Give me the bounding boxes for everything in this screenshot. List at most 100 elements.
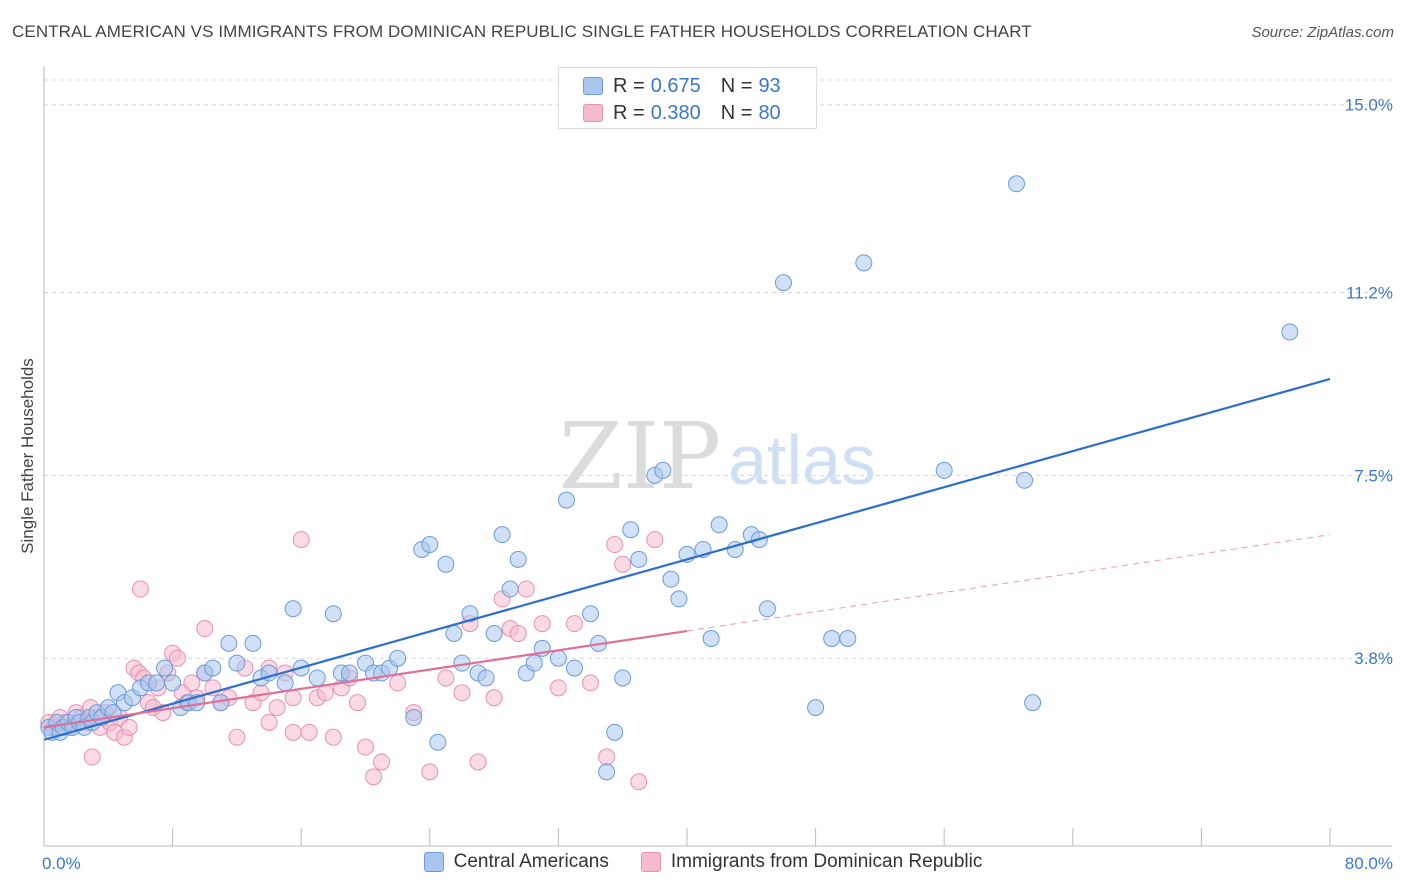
data-point-dominican [284, 723, 302, 741]
data-point-dominican [646, 531, 664, 549]
data-point-central-american [807, 699, 825, 717]
blue-swatch [423, 852, 444, 872]
data-point-dominican [598, 748, 616, 766]
data-point-dominican [565, 615, 583, 633]
legend-label: Central Americans [453, 851, 609, 872]
data-point-central-american [549, 649, 567, 667]
data-point-dominican [630, 773, 648, 791]
data-point-central-american [582, 605, 600, 623]
data-point-central-american [670, 590, 688, 608]
data-point-central-american [823, 629, 841, 647]
n-label: N = [720, 101, 753, 124]
data-point-dominican [292, 531, 310, 549]
data-point-central-american [204, 659, 222, 677]
data-point-dominican [284, 689, 302, 707]
data-point-dominican [268, 699, 286, 717]
data-point-central-american [445, 624, 463, 642]
data-point-dominican [469, 753, 487, 771]
data-point-central-american [662, 570, 680, 588]
data-point-dominican [389, 674, 407, 692]
data-point-dominican [614, 555, 632, 573]
data-point-central-american [405, 709, 423, 727]
y-tick-label: 11.2% [1346, 284, 1393, 303]
stats-row-central-americans: R = 0.675 N = 93 [583, 73, 781, 99]
data-point-central-american [421, 536, 439, 554]
y-tick-label: 3.8% [1354, 649, 1393, 668]
data-point-central-american [557, 491, 575, 509]
stats-legend: R = 0.675 N = 93 R = 0.380 N = 80 [558, 67, 817, 129]
data-point-dominican [131, 580, 149, 598]
data-point-dominican [120, 718, 138, 736]
n-label: N = [720, 74, 753, 97]
data-point-central-american [614, 669, 632, 687]
data-point-central-american [702, 629, 720, 647]
data-point-dominican [348, 694, 366, 712]
data-point-dominican [316, 684, 334, 702]
data-point-dominican [517, 580, 535, 598]
trendline-central-americans [43, 377, 1331, 741]
data-point-central-american [156, 659, 174, 677]
data-point-central-american [1016, 471, 1034, 489]
data-point-dominican [196, 620, 214, 638]
data-point-central-american [501, 580, 519, 598]
n-value: 93 [758, 74, 781, 97]
data-point-central-american [461, 605, 479, 623]
series-legend: Central Americans Immigrants from Domini… [0, 851, 1406, 873]
data-point-central-american [308, 669, 326, 687]
data-point-dominican [582, 674, 600, 692]
source-credit: Source: ZipAtlas.com [1251, 24, 1394, 41]
data-point-central-american [485, 624, 503, 642]
data-point-dominican [324, 728, 342, 746]
data-point-central-american [284, 600, 302, 618]
data-point-central-american [839, 629, 857, 647]
legend-item-dominican[interactable]: Immigrants from Dominican Republic [640, 851, 982, 873]
legend-item-central-americans[interactable]: Central Americans [423, 851, 609, 873]
data-point-dominican [168, 649, 186, 667]
r-label: R = [613, 101, 645, 124]
data-point-central-american [525, 654, 543, 672]
n-value: 80 [758, 101, 781, 124]
data-point-central-american [164, 674, 182, 692]
data-point-central-american [654, 461, 672, 479]
data-point-central-american [509, 550, 527, 568]
data-point-dominican [83, 748, 101, 766]
trendline-dominican [43, 629, 688, 729]
data-point-central-american [622, 521, 640, 539]
r-label: R = [613, 74, 645, 97]
data-point-central-american [276, 674, 294, 692]
data-point-central-american [630, 550, 648, 568]
data-point-central-american [148, 674, 166, 692]
chart-title: CENTRAL AMERICAN VS IMMIGRANTS FROM DOMI… [12, 22, 1032, 41]
pink-swatch [640, 852, 661, 872]
data-point-central-american [429, 733, 447, 751]
y-tick-label: 15.0% [1345, 96, 1393, 115]
data-point-dominican [549, 679, 567, 697]
data-point-dominican [252, 684, 270, 702]
data-point-central-american [1281, 323, 1299, 341]
data-point-central-american [244, 634, 262, 652]
dominican-points [40, 531, 664, 791]
data-point-central-american [710, 516, 728, 534]
data-point-dominican [533, 615, 551, 633]
tick-labels: 3.8% 7.5% 11.2% 15.0% 0.0% 80.0% [42, 96, 1393, 873]
r-value: 0.675 [650, 74, 701, 97]
data-point-central-american [758, 600, 776, 618]
data-point-dominican [365, 768, 383, 786]
r-value: 0.380 [650, 101, 701, 124]
data-point-central-american [493, 526, 511, 544]
data-point-dominican [260, 713, 278, 731]
data-point-central-american [598, 763, 616, 781]
data-point-central-american [935, 461, 953, 479]
trend-layer [43, 377, 1331, 741]
data-point-central-american [389, 649, 407, 667]
data-point-dominican [421, 763, 439, 781]
data-point-central-american [1008, 175, 1026, 193]
data-point-central-american [340, 664, 358, 682]
stats-row-dominican: R = 0.380 N = 80 [583, 100, 781, 126]
trendline-dominican-extension [686, 534, 1331, 632]
data-point-central-american [220, 634, 238, 652]
pink-swatch [583, 104, 603, 122]
data-point-dominican [228, 728, 246, 746]
watermark-atlas: atlas [728, 421, 876, 499]
